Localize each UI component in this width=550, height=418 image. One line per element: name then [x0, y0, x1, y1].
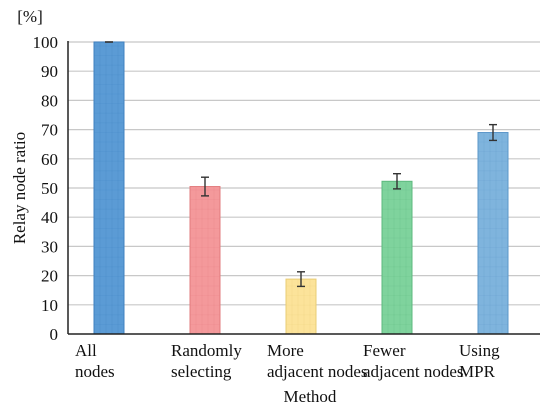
error-bars [105, 41, 497, 288]
grid-lines [68, 41, 540, 306]
y-unit-label: [%] [17, 7, 42, 26]
y-tick-label: 30 [41, 237, 58, 256]
y-tick-label: 100 [33, 33, 59, 52]
x-category-label-line: adjacent nodes [363, 362, 464, 381]
y-tick-label: 70 [41, 121, 58, 140]
y-tick-labels: 0 10 20 30 40 50 60 70 80 90 100 [33, 33, 59, 344]
x-category-label-line: Using [459, 341, 500, 360]
x-category-label-line: selecting [171, 362, 232, 381]
axes [67, 41, 540, 335]
y-tick-label: 20 [41, 267, 58, 286]
bar [94, 42, 124, 334]
y-tick-label: 0 [50, 325, 59, 344]
x-category-label: Fewer adjacent nodes [363, 341, 464, 381]
x-category-label-line: adjacent nodes [267, 362, 368, 381]
x-category-label: Using MPR [459, 341, 500, 381]
bars [93, 41, 509, 335]
x-category-label-line: Randomly [171, 341, 242, 360]
y-tick-label: 90 [41, 62, 58, 81]
x-category-label-line: nodes [75, 362, 115, 381]
x-category-label-line: Fewer [363, 341, 406, 360]
y-tick-label: 10 [41, 296, 58, 315]
y-tick-label: 50 [41, 179, 58, 198]
x-axis-title: Method [284, 387, 337, 406]
x-category-label-line: MPR [459, 362, 496, 381]
bar [190, 186, 220, 334]
x-category-label: Randomly selecting [171, 341, 242, 381]
y-tick-label: 60 [41, 150, 58, 169]
y-tick-label: 40 [41, 208, 58, 227]
bar [478, 132, 508, 334]
bar [286, 279, 316, 334]
x-category-label-line: All [75, 341, 97, 360]
y-tick-label: 80 [41, 91, 58, 110]
x-category-label-line: More [267, 341, 304, 360]
x-category-labels: All nodes Randomly selecting More adjacent no… [75, 341, 500, 381]
y-axis-title: Relay node ratio [10, 132, 29, 244]
bar [382, 181, 412, 334]
x-category-label: All nodes [75, 341, 115, 381]
x-category-label: More adjacent nodes [267, 341, 368, 381]
